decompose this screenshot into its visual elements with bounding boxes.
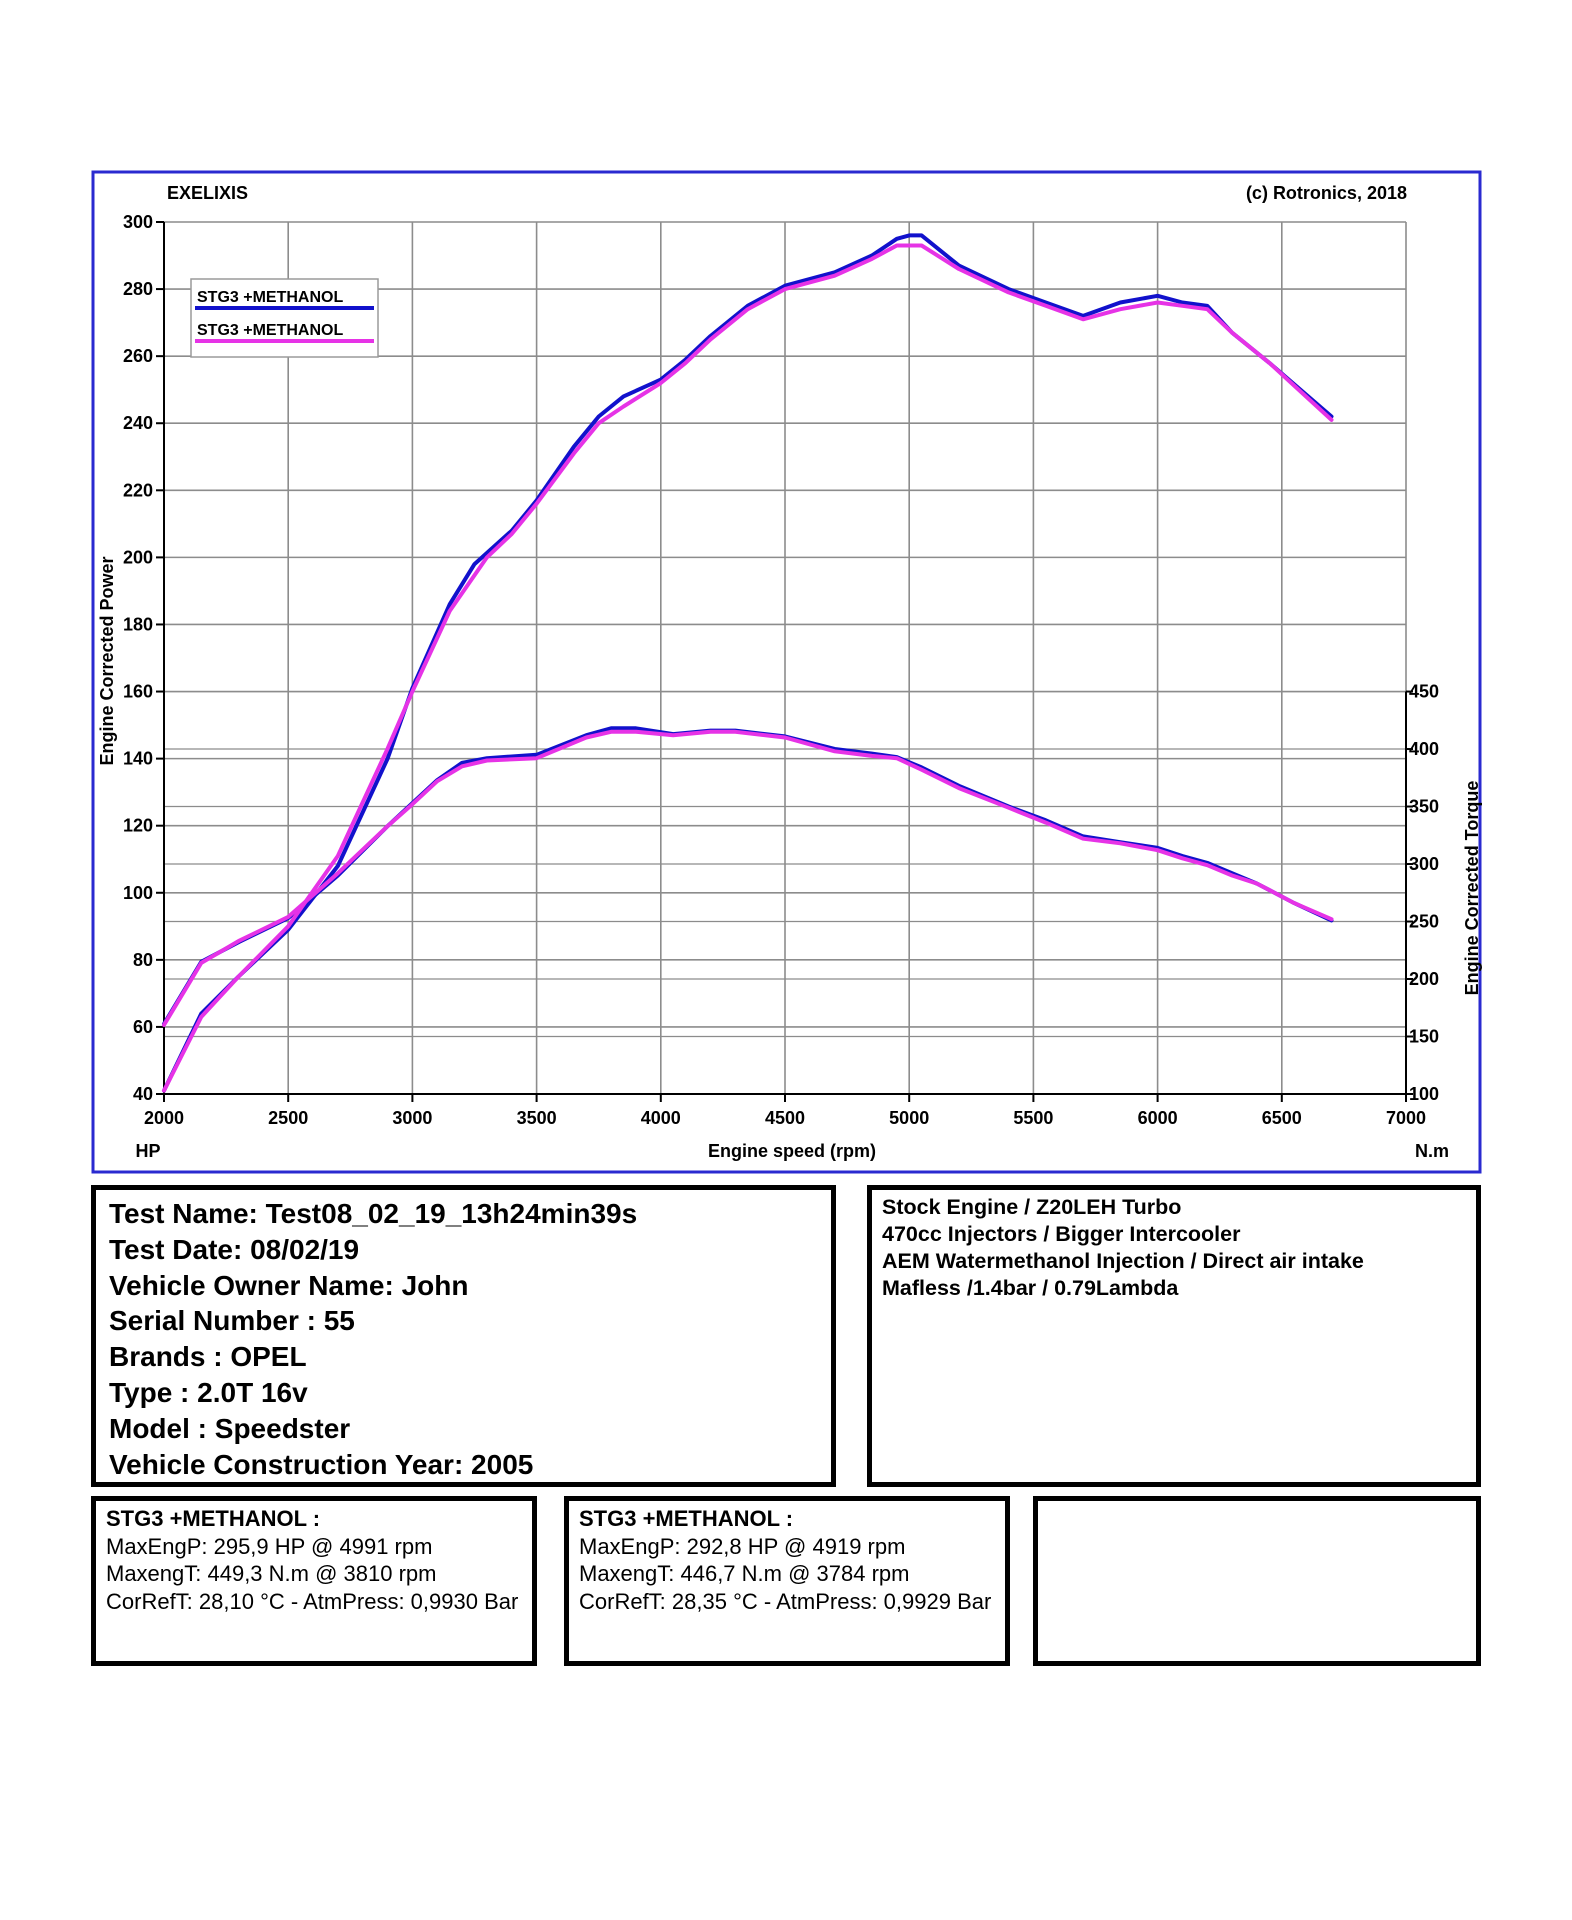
y-tick-label-left: 220 (123, 480, 153, 500)
y-axis-label-right: Engine Corrected Torque (1462, 781, 1482, 996)
max-torque: MaxengT: 446,7 N.m @ 3784 rpm (579, 1561, 910, 1586)
max-power: MaxEngP: 292,8 HP @ 4919 rpm (579, 1533, 906, 1559)
max-power: MaxEngP: 295,9 HP @ 4991 rpm (106, 1533, 433, 1559)
run-title: STG3 +METHANOL : (579, 1506, 794, 1531)
x-tick-label: 7000 (1386, 1108, 1426, 1128)
y-tick-label-right: 250 (1409, 912, 1439, 932)
power-line-run-2 (162, 243, 1334, 1093)
y-tick-label-left: 200 (123, 547, 153, 567)
legend-label-1: STG3 +METHANOL (197, 289, 343, 306)
notes-line-4: Mafless /1.4bar / 0.79Lambda (882, 1276, 1179, 1300)
vehicle-model: Model : Speedster (109, 1412, 351, 1444)
x-tick-label: 2500 (268, 1108, 308, 1128)
y-tick-label-left: 140 (123, 749, 153, 769)
notes-line-1: Stock Engine / Z20LEH Turbo (882, 1195, 1182, 1219)
y-tick-label-right: 400 (1409, 739, 1439, 759)
y-tick-label-left: 300 (123, 212, 153, 232)
copyright: (c) Rotronics, 2018 (1246, 183, 1407, 203)
y-tick-label-left: 280 (123, 279, 153, 299)
y-tick-label-left: 240 (123, 413, 153, 433)
conditions: CorRefT: 28,10 °C - AtmPress: 0,9930 Bar (106, 1588, 519, 1614)
x-axis-label: Engine speed (rpm) (708, 1141, 876, 1161)
run-title: STG3 +METHANOL : (106, 1506, 321, 1531)
serial-number: Serial Number : 55 (109, 1305, 355, 1337)
x-tick-label: 3500 (517, 1108, 557, 1128)
company-name: EXELIXIS (167, 183, 248, 203)
y-tick-label-left: 180 (123, 614, 153, 634)
legend-box (190, 278, 379, 358)
x-tick-label: 5500 (1013, 1108, 1053, 1128)
test-info-box: Test Name: Test08_02_19_13h24min39s Test… (91, 1185, 836, 1487)
run-summary-1: STG3 +METHANOL : MaxEngP: 295,9 HP @ 499… (91, 1496, 537, 1666)
notes-line-2: 470cc Injectors / Bigger Intercooler (882, 1222, 1241, 1246)
y-tick-label-left: 260 (123, 346, 153, 366)
conditions: CorRefT: 28,35 °C - AtmPress: 0,9929 Bar (579, 1588, 992, 1614)
torque-line-run-2 (162, 729, 1334, 1027)
y-tick-label-left: 40 (133, 1084, 153, 1104)
legend: STG3 +METHANOL STG3 +METHANOL (190, 278, 379, 358)
y-tick-label-right: 300 (1409, 854, 1439, 874)
x-tick-label: 3000 (392, 1108, 432, 1128)
vehicle-type: Type : 2.0T 16v (109, 1376, 308, 1408)
notes-line-3: AEM Watermethanol Injection / Direct air… (882, 1249, 1364, 1273)
x-tick-label: 5000 (889, 1108, 929, 1128)
notes-box: Stock Engine / Z20LEH Turbo 470cc Inject… (867, 1185, 1481, 1487)
y-axis-label-left: Engine Corrected Power (97, 556, 117, 765)
empty-summary-box (1033, 1496, 1481, 1666)
axes: 2000 2500 3000 3500 4000 4500 5000 5500 6000 6500… (123, 212, 1439, 1128)
dyno-chart: EXELIXIS (c) Rotronics, 2018 2000 2500 300… (91, 170, 1482, 1174)
y-tick-label-left: 120 (123, 816, 153, 836)
x-tick-label: 6500 (1262, 1108, 1302, 1128)
x-tick-label: 4000 (641, 1108, 681, 1128)
power-line-run-1 (162, 233, 1334, 1093)
chart-frame (91, 170, 1482, 1174)
right-unit-label: N.m (1415, 1141, 1449, 1161)
y-tick-label-right: 150 (1409, 1027, 1439, 1047)
left-unit-label: HP (135, 1141, 160, 1161)
y-tick-label-right: 100 (1409, 1084, 1439, 1104)
y-tick-label-right: 200 (1409, 969, 1439, 989)
legend-label-2: STG3 +METHANOL (197, 322, 343, 339)
run-summary-2: STG3 +METHANOL : MaxEngP: 292,8 HP @ 491… (564, 1496, 1010, 1666)
construction-year: Vehicle Construction Year: 2005 (109, 1448, 534, 1480)
y-tick-label-right: 350 (1409, 797, 1439, 817)
brand: Brands : OPEL (109, 1341, 307, 1373)
series-layer (162, 233, 1334, 1093)
y-tick-label-left: 100 (123, 883, 153, 903)
vehicle-owner: Vehicle Owner Name: John (109, 1269, 469, 1301)
test-name: Test Name: Test08_02_19_13h24min39s (109, 1198, 638, 1229)
y-tick-label-left: 60 (133, 1017, 153, 1037)
x-tick-label: 4500 (765, 1108, 805, 1128)
test-date: Test Date: 08/02/19 (109, 1233, 360, 1265)
y-tick-label-right: 450 (1409, 682, 1439, 702)
x-tick-label: 6000 (1138, 1108, 1178, 1128)
y-tick-label-left: 160 (123, 682, 153, 702)
y-tick-label-left: 80 (133, 950, 153, 970)
x-tick-label: 2000 (144, 1108, 184, 1128)
max-torque: MaxengT: 449,3 N.m @ 3810 rpm (106, 1561, 437, 1586)
